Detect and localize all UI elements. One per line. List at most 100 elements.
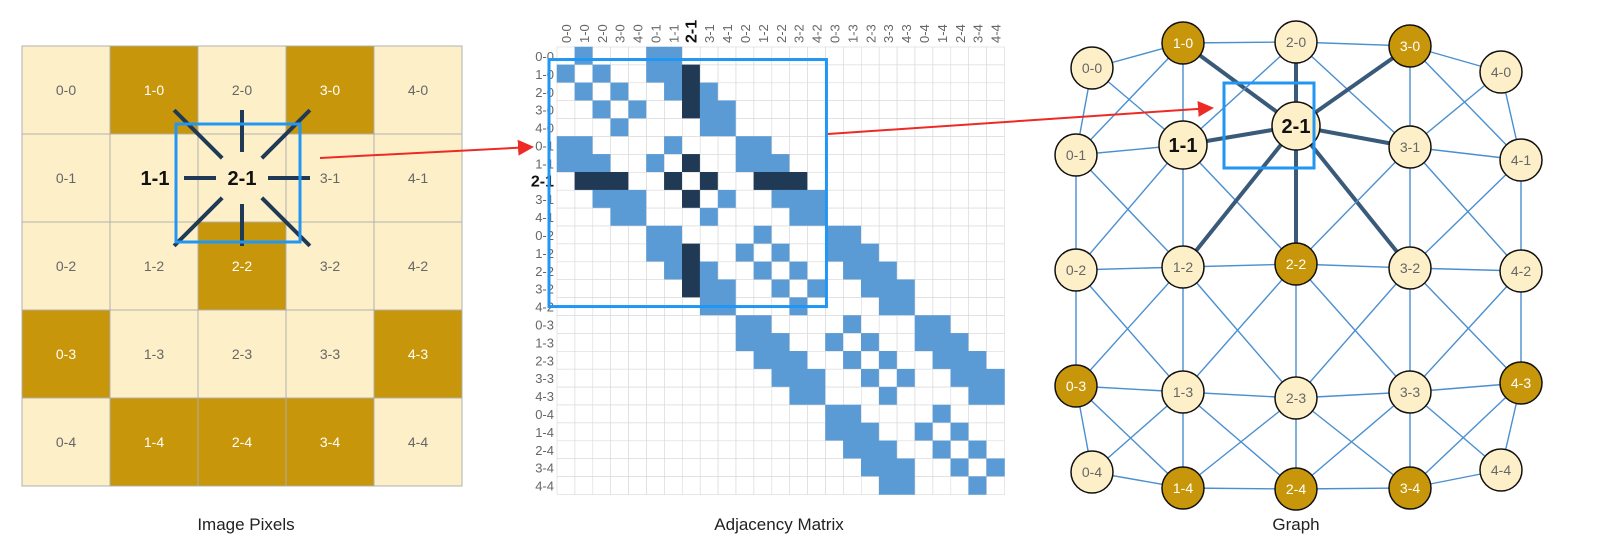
matrix-cell: [610, 404, 629, 424]
pixel-cell: [21, 133, 111, 223]
matrix-cell: [664, 100, 683, 119]
matrix-cell: [843, 154, 862, 173]
matrix-cell-filled: [681, 64, 701, 84]
matrix-cell: [825, 64, 844, 84]
matrix-cell: [932, 46, 952, 66]
matrix-cell: [789, 225, 808, 245]
matrix-cell: [610, 100, 629, 119]
matrix-cell: [932, 189, 952, 209]
matrix-cell: [556, 46, 576, 66]
matrix-cell: [807, 100, 826, 119]
matrix-cell: [753, 386, 773, 406]
matrix-cell-filled: [878, 297, 898, 316]
matrix-cell-filled: [860, 368, 880, 388]
matrix-cell: [574, 422, 594, 442]
matrix-cell-filled: [592, 172, 611, 191]
matrix-cell: [986, 225, 1005, 245]
graph-node: [1158, 120, 1208, 170]
matrix-cell: [932, 279, 952, 298]
matrix-cell: [896, 386, 916, 406]
matrix-cell: [556, 333, 576, 352]
matrix-cell: [664, 189, 683, 209]
matrix-cell: [628, 440, 647, 459]
matrix-cell: [699, 440, 719, 459]
matrix-cell: [628, 350, 647, 370]
matrix-cell-filled: [753, 315, 773, 334]
matrix-cell: [771, 404, 790, 424]
row-label: 4-1: [535, 210, 554, 225]
column-label: 0-2: [738, 24, 753, 43]
matrix-cell-filled: [878, 440, 898, 459]
matrix-cell: [646, 350, 665, 370]
column-label: 3-2: [792, 24, 807, 43]
matrix-cell-filled: [914, 315, 934, 334]
matrix-cell: [592, 118, 611, 137]
matrix-cell: [968, 422, 987, 442]
row-label: 3-1: [535, 192, 554, 207]
graph-edge: [1409, 270, 1522, 393]
matrix-cell-filled: [932, 440, 952, 459]
matrix-cell: [628, 82, 647, 102]
matrix-cell-filled: [968, 440, 987, 459]
matrix-cell: [717, 458, 737, 477]
matrix-cell: [914, 207, 934, 227]
matrix-cell: [986, 279, 1005, 298]
matrix-cell: [914, 279, 934, 298]
matrix-cell: [878, 172, 898, 191]
graph-node-label: 0-3: [1066, 378, 1086, 394]
matrix-cell: [610, 386, 629, 406]
matrix-cell: [699, 476, 719, 495]
matrix-cell: [699, 64, 719, 84]
matrix-cell: [950, 315, 969, 334]
matrix-cell: [664, 386, 683, 406]
matrix-cell: [610, 422, 629, 442]
focus-pixel-label: 2-1: [228, 168, 257, 190]
matrix-cell: [717, 64, 737, 84]
matrix-cell: [896, 243, 916, 263]
matrix-cell: [610, 243, 629, 263]
matrix-cell: [932, 297, 952, 316]
matrix-cell-filled: [664, 46, 683, 66]
matrix-cell: [878, 225, 898, 245]
matrix-cell: [807, 458, 826, 477]
matrix-cell-filled: [950, 350, 969, 370]
matrix-cell: [860, 404, 880, 424]
column-label: 2-3: [863, 24, 878, 43]
matrix-cell-filled: [699, 279, 719, 298]
arrow-matrix-to-graph: [827, 100, 1214, 135]
matrix-cell-filled: [771, 189, 790, 209]
pixel-label: 3-2: [320, 258, 340, 274]
graph-node: [1388, 370, 1432, 414]
graph-node: [1070, 46, 1114, 90]
matrix-cell: [825, 368, 844, 388]
matrix-cell: [681, 136, 701, 155]
column-label: 1-1: [666, 24, 681, 43]
matrix-cell: [986, 350, 1005, 370]
matrix-cell: [592, 440, 611, 459]
matrix-cell: [860, 350, 880, 370]
matrix-cell: [771, 225, 790, 245]
matrix-cell: [843, 458, 862, 477]
matrix-cell-filled: [574, 172, 594, 191]
matrix-cell: [896, 225, 916, 245]
matrix-cell: [574, 261, 594, 280]
matrix-cell-filled: [950, 422, 969, 442]
matrix-cell: [753, 279, 773, 298]
matrix-cell: [556, 458, 576, 477]
matrix-cell-filled: [753, 136, 773, 155]
matrix-cell: [646, 118, 665, 137]
pixel-label: 4-0: [408, 82, 428, 98]
matrix-cell: [860, 154, 880, 173]
matrix-cell: [986, 46, 1005, 66]
matrix-cell: [771, 136, 790, 155]
matrix-cell: [807, 440, 826, 459]
matrix-cell: [592, 350, 611, 370]
matrix-cell: [646, 261, 665, 280]
matrix-cell: [574, 243, 594, 263]
row-label: 4-0: [535, 121, 554, 136]
matrix-cell-filled: [771, 350, 790, 370]
matrix-cell: [807, 136, 826, 155]
matrix-cell: [878, 64, 898, 84]
matrix-cell: [843, 297, 862, 316]
matrix-cell: [753, 118, 773, 137]
